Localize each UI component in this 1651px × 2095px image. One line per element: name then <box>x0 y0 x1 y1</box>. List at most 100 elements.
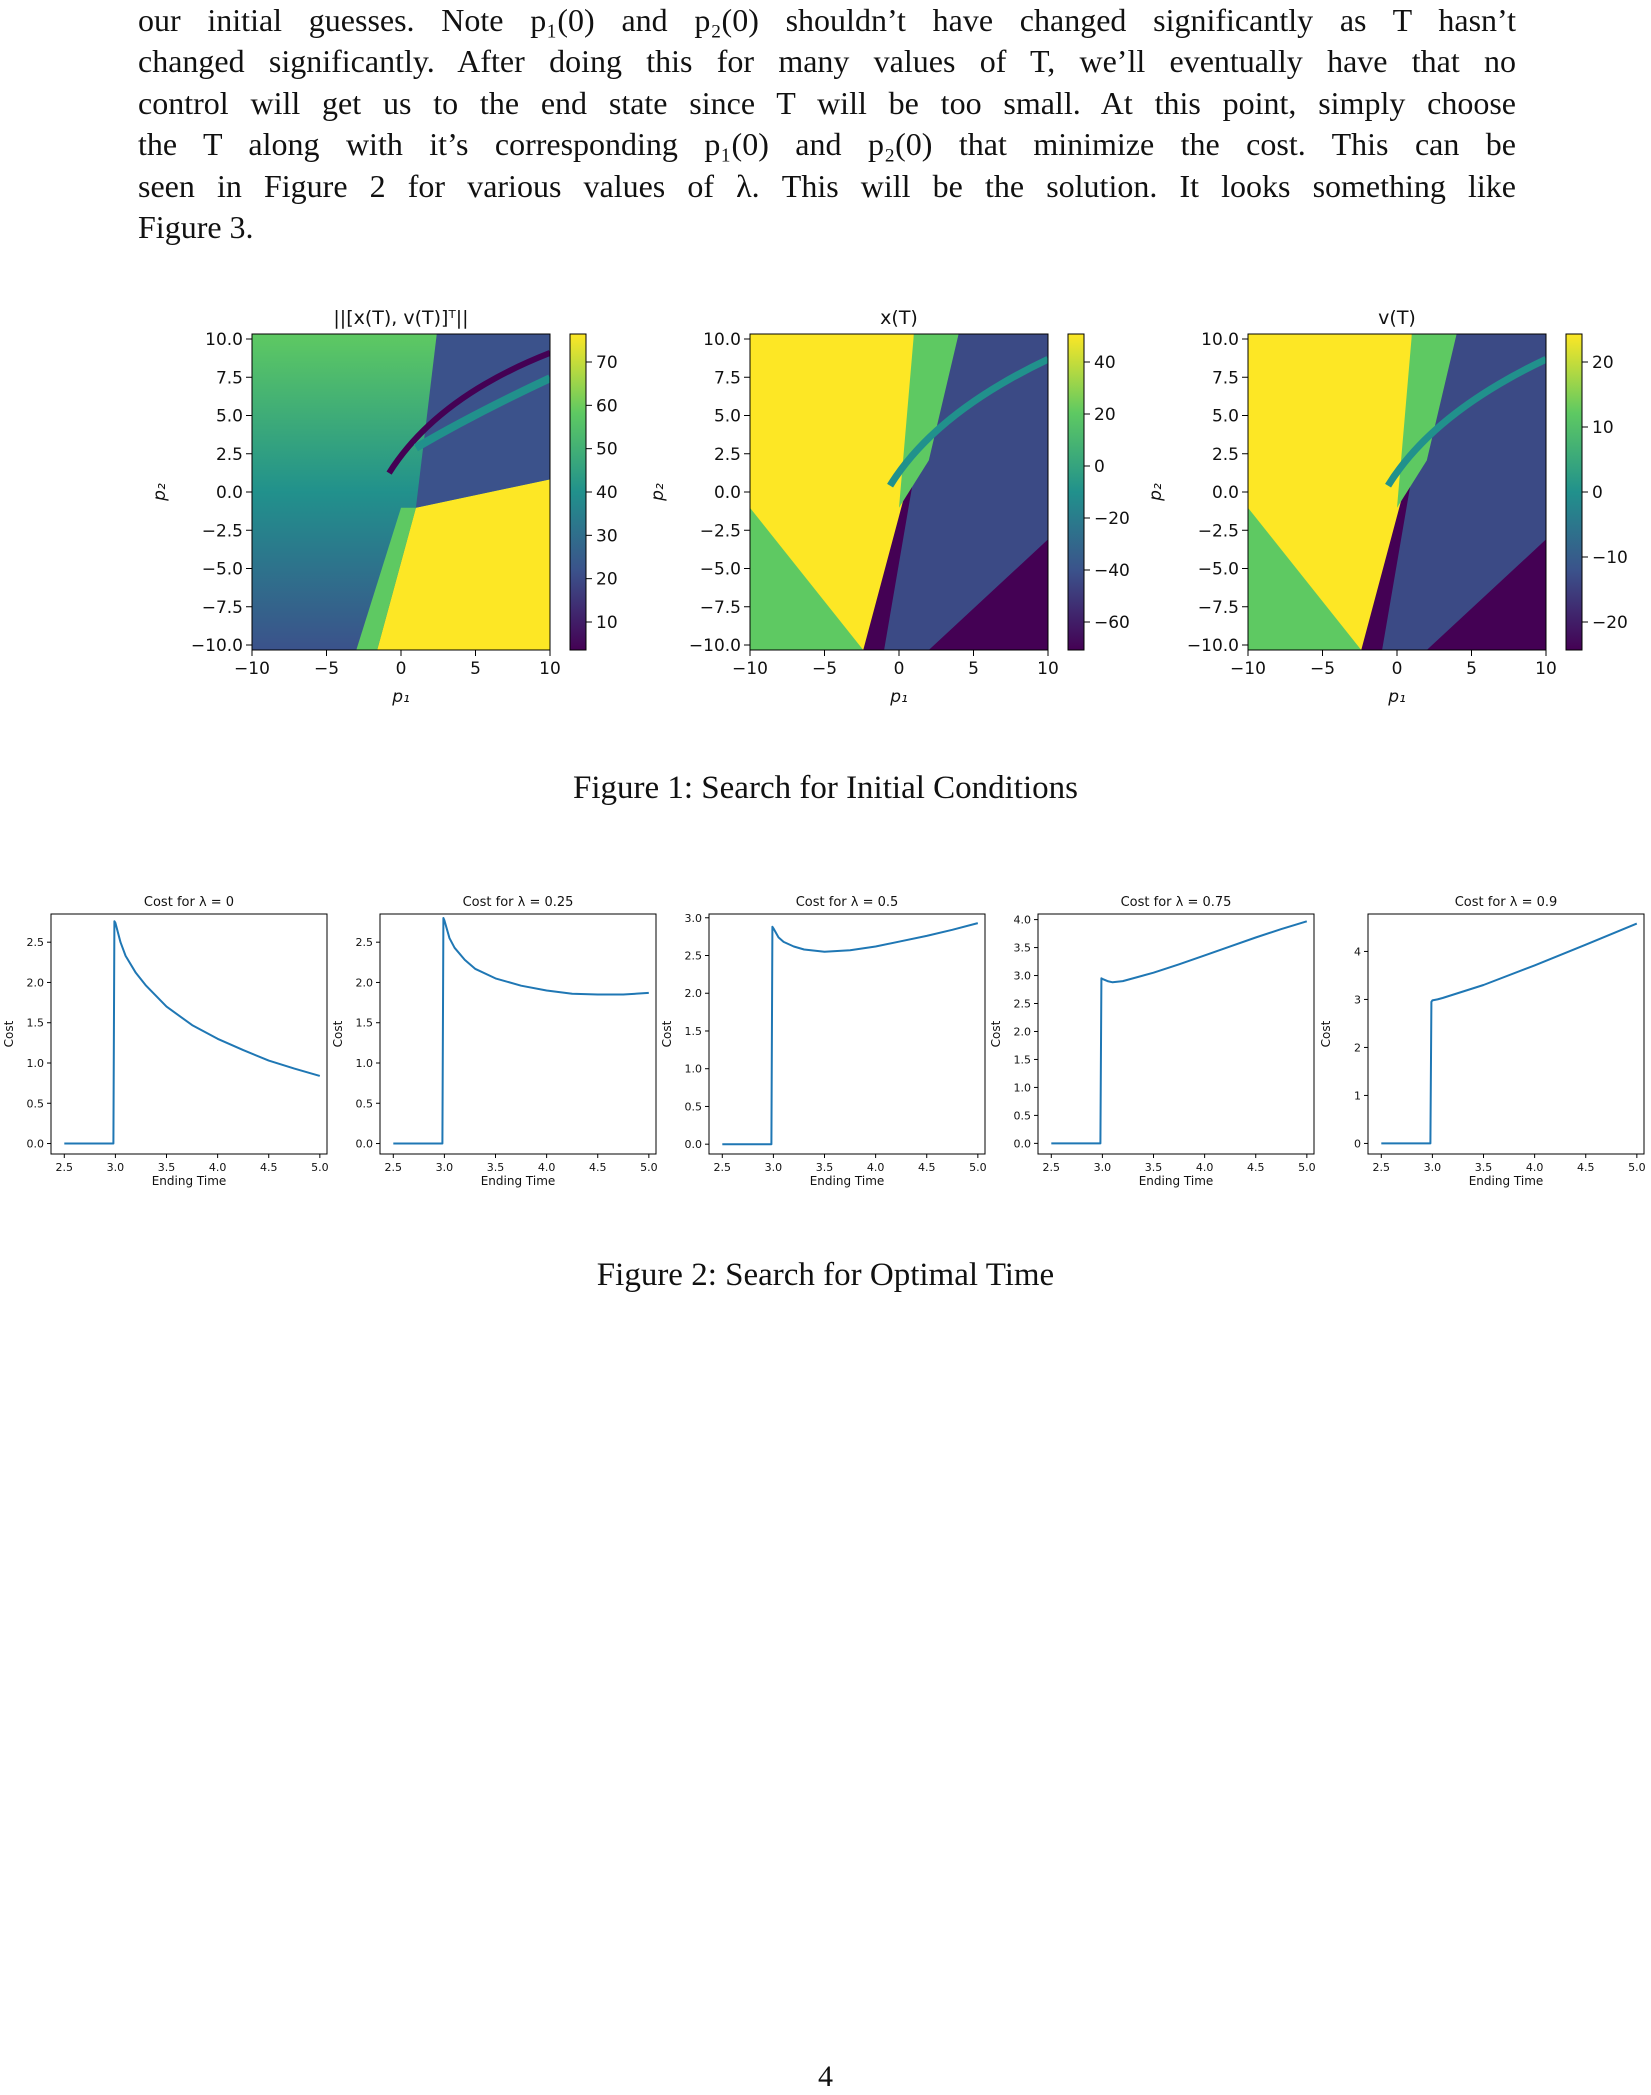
y-tick-label: 1.5 <box>685 1025 703 1038</box>
x-tick-label: 5.0 <box>1298 1161 1316 1174</box>
x-tick-label: 5.0 <box>1628 1161 1646 1174</box>
x-tick-label: 2.5 <box>385 1161 403 1174</box>
y-axis-label: p₂ <box>150 483 170 502</box>
y-tick-label: 5.0 <box>714 407 741 427</box>
y-tick-label: 7.5 <box>1212 368 1239 388</box>
x-tick-label: 0 <box>396 659 407 679</box>
y-tick-label: 7.5 <box>216 368 243 388</box>
x-tick-label: 3.5 <box>1145 1161 1163 1174</box>
x-tick-label: 4.0 <box>867 1161 885 1174</box>
x-tick-label: 4.5 <box>1577 1161 1595 1174</box>
cost-series-line <box>393 917 649 1145</box>
y-tick-label: 2.5 <box>27 936 45 949</box>
x-tick-label: 2.5 <box>56 1161 74 1174</box>
cost-series-line <box>64 920 321 1145</box>
colorbar-tick-label: −40 <box>1094 561 1130 581</box>
colorbar-tick-label: 60 <box>596 396 618 416</box>
x-tick-label: 4.5 <box>589 1161 607 1174</box>
cost-series-line <box>722 922 979 1146</box>
y-tick-label: 3 <box>1354 993 1361 1006</box>
y-tick-label: 0.5 <box>356 1097 374 1110</box>
heatmap-region <box>356 507 416 650</box>
y-tick-label: −5.0 <box>700 560 741 580</box>
heatmap-band <box>1385 356 1546 488</box>
colorbar-tick-label: 10 <box>596 613 618 633</box>
x-tick-label: −10 <box>732 659 768 679</box>
chart-title: Cost for λ = 0.5 <box>796 895 899 910</box>
paragraph-line: our initial guesses. Note p₁(0) and p₂(0… <box>138 2 1516 38</box>
y-tick-label: 5.0 <box>1212 407 1239 427</box>
colorbar-tick-label: 0 <box>1592 483 1603 503</box>
y-tick-label: 7.5 <box>714 368 741 388</box>
y-tick-label: 0.0 <box>356 1138 374 1151</box>
plot-frame <box>50 913 328 1155</box>
heatmap-band <box>887 356 1048 488</box>
x-tick-label: 5 <box>470 659 481 679</box>
cost-chart-4: Cost for λ = 0.9 2.5 3.0 3.5 4.0 4.5 5.0 0 1 2 3 4 E… <box>1319 895 1646 1188</box>
figure-1-heatmaps: ||[x(T), v(T)]ᵀ|| −10 −5 0 5 10 10.0 7.5 5.0 2.5 0… <box>150 307 1628 707</box>
x-tick-label: 10 <box>1535 659 1557 679</box>
colorbar-tick-label: 70 <box>596 353 618 373</box>
y-tick-label: 3.5 <box>1014 942 1032 955</box>
y-tick-label: 0.0 <box>1212 483 1239 503</box>
y-axis-label: p₂ <box>648 483 668 502</box>
x-tick-label: 5.0 <box>640 1161 658 1174</box>
x-tick-label: 2.5 <box>1373 1161 1391 1174</box>
y-tick-label: 0.0 <box>685 1138 703 1151</box>
heatmap-panel-1: ||[x(T), v(T)]ᵀ|| −10 −5 0 5 10 10.0 7.5 5.0 2.5 0… <box>150 307 618 707</box>
y-tick-label: 2.0 <box>27 976 45 989</box>
y-tick-label: 1.0 <box>685 1063 703 1076</box>
x-axis-label: Ending Time <box>152 1174 227 1188</box>
heatmap-region <box>750 507 864 650</box>
figure-1-caption: Figure 1: Search for Initial Conditions <box>572 770 1078 806</box>
x-tick-label: −10 <box>1230 659 1266 679</box>
x-tick-label: 4.5 <box>918 1161 936 1174</box>
heatmap-region <box>899 334 959 508</box>
x-tick-label: 3.5 <box>487 1161 505 1174</box>
y-tick-label: 0.0 <box>1014 1137 1032 1150</box>
page-number: 4 <box>818 2060 833 2093</box>
y-tick-label: 0.0 <box>216 483 243 503</box>
x-tick-label: 0 <box>894 659 905 679</box>
y-tick-label: 1 <box>1354 1089 1361 1102</box>
x-tick-label: 2.5 <box>714 1161 732 1174</box>
cost-chart-0: Cost for λ = 0 2.5 3.0 3.5 4.0 4.5 5.0 0.0 0.5 1.… <box>2 895 329 1188</box>
heatmap-panel-3: v(T) −10 −5 0 5 10 10.0 7.5 5.0 2.5 0.0 −2.5 −5.0 −7.… <box>1146 307 1628 707</box>
colorbar-tick-label: −10 <box>1592 548 1628 568</box>
y-tick-label: 2.5 <box>356 936 374 949</box>
heatmap-region <box>1397 334 1457 508</box>
cost-series-line <box>1381 922 1638 1145</box>
y-tick-label: 2.5 <box>1014 998 1032 1011</box>
x-axis-label: Ending Time <box>481 1174 556 1188</box>
colorbar-tick-label: 40 <box>596 483 618 503</box>
chart-title: Cost for λ = 0.75 <box>1121 895 1232 910</box>
y-tick-label: −10.0 <box>1187 636 1239 656</box>
y-tick-label: 2.5 <box>685 950 703 963</box>
y-tick-label: 0.5 <box>27 1097 45 1110</box>
heatmap-body <box>1248 334 1546 650</box>
colorbar <box>1067 333 1085 651</box>
x-tick-label: −5 <box>1310 659 1335 679</box>
y-tick-label: −5.0 <box>202 560 243 580</box>
y-tick-label: 2.0 <box>1014 1025 1032 1038</box>
x-tick-label: 10 <box>539 659 561 679</box>
cost-series-line <box>1051 920 1308 1145</box>
y-axis-label: Cost <box>1319 1020 1333 1047</box>
heatmap-body <box>750 334 1048 650</box>
y-tick-label: −2.5 <box>1198 521 1239 541</box>
y-tick-label: 10.0 <box>205 330 243 350</box>
y-tick-label: 4 <box>1354 945 1361 958</box>
plot-frame <box>708 913 986 1155</box>
y-axis-label: Cost <box>2 1020 16 1047</box>
cost-chart-2: Cost for λ = 0.5 2.5 3.0 3.5 4.0 4.5 5.0 0.0 0.5… <box>660 895 987 1188</box>
x-tick-label: 5 <box>1466 659 1477 679</box>
colorbar-tick-label: 20 <box>596 570 618 590</box>
y-tick-label: 10.0 <box>1201 330 1239 350</box>
x-axis-label: Ending Time <box>1469 1174 1544 1188</box>
plot-frame <box>1367 913 1645 1155</box>
x-tick-label: 4.0 <box>538 1161 556 1174</box>
y-tick-label: −7.5 <box>700 598 741 618</box>
paragraph-line: seen in Figure 2 for various values of λ… <box>138 167 1516 204</box>
y-tick-label: 0 <box>1354 1137 1361 1150</box>
x-tick-label: −5 <box>314 659 339 679</box>
